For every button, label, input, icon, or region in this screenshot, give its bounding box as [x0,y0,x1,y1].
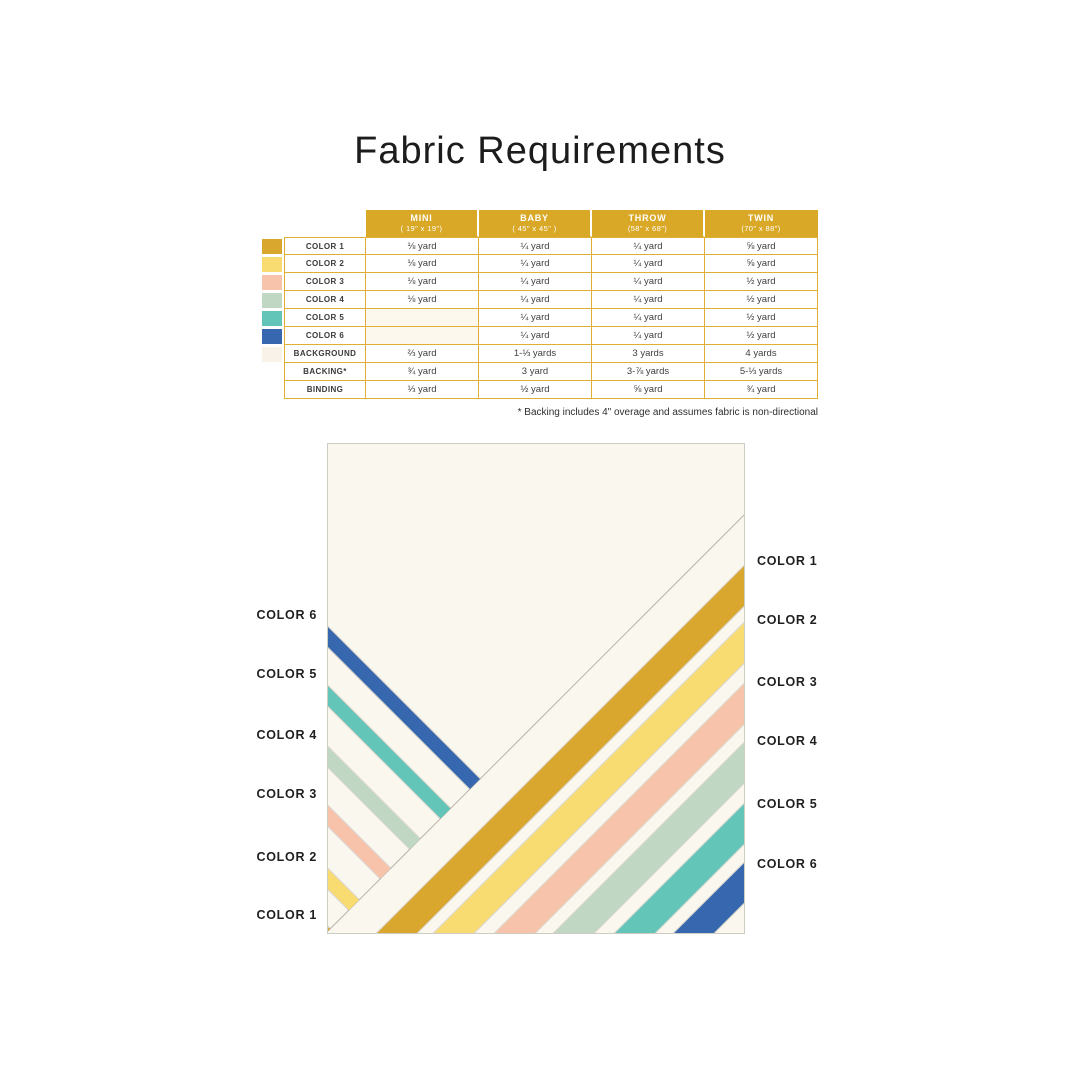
row-label-cell: COLOR 3 [284,273,366,291]
value-cell: ⅝ yard [705,237,818,255]
value-cell: ⅛ yard [366,237,479,255]
quilt-label-left-6: COLOR 1 [256,908,317,922]
value-cell: ¼ yard [592,273,705,291]
quilt-label-right-1: COLOR 1 [757,554,818,568]
column-name: MINI [410,213,433,223]
table-header-cell: TWIN (70" x 88") [705,210,818,237]
value-cell: ½ yard [705,309,818,327]
value-cell: ¼ yard [479,273,592,291]
quilt-diagram [327,443,745,934]
value-cell: ⅝ yard [592,381,705,399]
row-label-cell: COLOR 4 [284,291,366,309]
quilt-label-right-5: COLOR 5 [757,797,818,811]
value-cell: ¼ yard [479,291,592,309]
value-cell: ¼ yard [592,309,705,327]
value-cell: ¼ yard [592,237,705,255]
value-cell: ¾ yard [366,363,479,381]
value-cell: ⅔ yard [366,345,479,363]
value-cell: ⅛ yard [366,291,479,309]
value-cell: ¼ yard [479,255,592,273]
table-header-cell: MINI( 19" x 19") [366,210,479,237]
row-label-cell: COLOR 2 [284,255,366,273]
swatch-color-6 [262,329,282,344]
column-dimensions: (70" x 88") [741,224,781,233]
quilt-label-right-6: COLOR 6 [757,857,818,871]
value-cell: ¼ yard [592,255,705,273]
row-label-cell: COLOR 5 [284,309,366,327]
quilt-label-left-3: COLOR 4 [256,728,317,742]
value-cell: ⅓ yard [366,381,479,399]
value-cell: 3-⅞ yards [592,363,705,381]
value-cell [366,309,479,327]
column-name: BABY [520,213,549,223]
value-cell: ½ yard [705,273,818,291]
page-title: Fabric Requirements [354,130,726,172]
swatch-background [262,347,282,362]
value-cell: 1-⅓ yards [479,345,592,363]
quilt-label-right-2: COLOR 2 [757,613,818,627]
column-dimensions: (58" x 68") [627,224,668,233]
value-cell: ¼ yard [592,291,705,309]
value-cell: 3 yard [479,363,592,381]
backing-footnote: * Backing includes 4" overage and assume… [517,407,818,418]
swatch-color-5 [262,311,282,326]
table-header-cell: THROW (58" x 68") [592,210,705,237]
value-cell: ¼ yard [592,327,705,345]
value-cell: ½ yard [479,381,592,399]
column-name: TWIN [747,213,775,223]
row-label-cell: BACKGROUND [284,345,366,363]
quilt-label-left-1: COLOR 6 [256,608,317,622]
column-dimensions: ( 19" x 19") [400,224,443,233]
quilt-label-right-4: COLOR 4 [757,734,818,748]
swatch-color-2 [262,257,282,272]
value-cell: ⅝ yard [705,255,818,273]
value-cell: ½ yard [705,327,818,345]
value-cell: ⅛ yard [366,255,479,273]
value-cell: ¾ yard [705,381,818,399]
table-header-cell: BABY( 45" x 45" ) [479,210,592,237]
quilt-label-left-5: COLOR 2 [256,850,317,864]
column-name: THROW [628,213,667,223]
value-cell: 5-⅓ yards [705,363,818,381]
value-cell: ¼ yard [479,309,592,327]
swatch-color-1 [262,239,282,254]
quilt-label-left-4: COLOR 3 [256,787,317,801]
value-cell: ¼ yard [479,327,592,345]
row-label-cell: BINDING [284,381,366,399]
value-cell: 3 yards [592,345,705,363]
value-cell: ½ yard [705,291,818,309]
swatch-color-4 [262,293,282,308]
table-corner-spacer [284,210,366,237]
row-label-cell: COLOR 1 [284,237,366,255]
quilt-label-left-2: COLOR 5 [256,667,317,681]
row-label-cell: COLOR 6 [284,327,366,345]
quilt-label-right-3: COLOR 3 [757,675,818,689]
column-dimensions: ( 45" x 45" ) [512,224,557,233]
swatch-color-3 [262,275,282,290]
value-cell: ¼ yard [479,237,592,255]
value-cell: 4 yards [705,345,818,363]
value-cell [366,327,479,345]
fabric-requirements-table: MINI( 19" x 19") BABY( 45" x 45" ) THROW (5… [284,210,818,399]
row-label-cell: BACKING* [284,363,366,381]
value-cell: ⅛ yard [366,273,479,291]
